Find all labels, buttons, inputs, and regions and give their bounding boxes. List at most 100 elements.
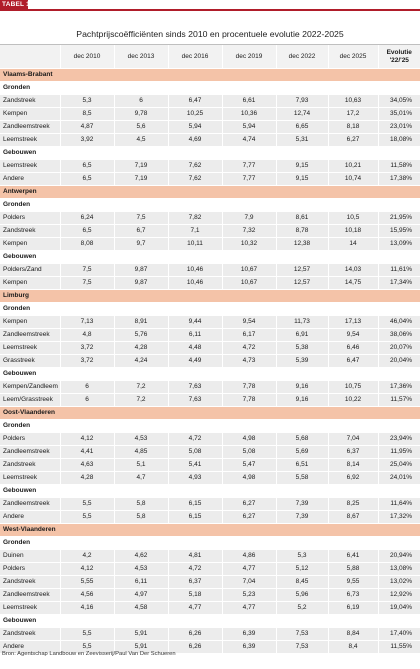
value-cell: 6,26 xyxy=(167,640,222,653)
header-cell-year: dec 2019 xyxy=(221,45,276,69)
evolution-cell: 13,09% xyxy=(377,237,420,251)
row-label: Duinen xyxy=(0,549,60,563)
value-cell: 10,46 xyxy=(167,276,222,290)
value-cell: 4,98 xyxy=(221,471,276,485)
group-name: Gebouwen xyxy=(0,367,420,381)
row-label: Grasstreek xyxy=(0,354,60,368)
value-cell: 5,96 xyxy=(275,588,328,602)
table-row: Kempen 8,08 9,7 10,11 10,32 12,38 14 13,09% xyxy=(0,237,420,251)
value-cell: 6,27 xyxy=(327,133,378,147)
value-cell: 9,54 xyxy=(221,315,276,329)
group-row: Gebouwen xyxy=(0,146,420,160)
table-row: Leemstreek 4,16 4,58 4,77 4,77 5,2 6,19 19,04% xyxy=(0,601,420,615)
value-cell: 5,3 xyxy=(59,94,114,108)
group-row: Gronden xyxy=(0,419,420,433)
table-row: Grasstreek 3,72 4,24 4,49 4,73 5,39 6,47 20,04% xyxy=(0,354,420,368)
value-cell: 5,76 xyxy=(113,328,168,342)
group-row: Gebouwen xyxy=(0,367,420,381)
value-cell: 7,39 xyxy=(275,497,328,511)
table-row: Kempen 8,5 9,78 10,25 10,36 12,74 17,2 35,01% xyxy=(0,107,420,121)
value-cell: 8,08 xyxy=(59,237,114,251)
value-cell: 6,15 xyxy=(167,510,222,524)
value-cell: 10,36 xyxy=(221,107,276,121)
value-cell: 5,3 xyxy=(275,549,328,563)
value-cell: 4,8 xyxy=(59,328,114,342)
value-cell: 7,78 xyxy=(221,380,276,394)
value-cell: 8,84 xyxy=(327,627,378,641)
value-cell: 5,31 xyxy=(275,133,328,147)
value-cell: 6,41 xyxy=(327,549,378,563)
row-label: Zandstreek xyxy=(0,94,60,108)
value-cell: 7,53 xyxy=(275,627,328,641)
value-cell: 14,75 xyxy=(327,276,378,290)
table-row: Leemstreek 4,28 4,7 4,93 4,98 5,58 6,92 24,01% xyxy=(0,471,420,485)
value-cell: 7,62 xyxy=(167,159,222,173)
evolution-cell: 17,40% xyxy=(377,627,420,641)
value-cell: 7,2 xyxy=(113,380,168,394)
value-cell: 5,94 xyxy=(221,120,276,134)
table-row: Polders 6,24 7,5 7,82 7,9 8,61 10,5 21,95% xyxy=(0,211,420,225)
value-cell: 4,72 xyxy=(167,432,222,446)
row-label: Kempen/Zandleem xyxy=(0,380,60,394)
row-label: Zandleemstreek xyxy=(0,445,60,459)
value-cell: 7,19 xyxy=(113,159,168,173)
table-row: Kempen 7,13 8,91 9,44 9,54 11,73 17,13 46,04% xyxy=(0,315,420,329)
row-label: Leemstreek xyxy=(0,471,60,485)
table-row: Zandleemstreek 4,56 4,97 5,18 5,23 5,96 6,73 12… xyxy=(0,588,420,602)
value-cell: 4,12 xyxy=(59,562,114,576)
region-name: Limburg xyxy=(0,289,420,303)
evolution-cell: 11,55% xyxy=(377,640,420,653)
row-label: Andere xyxy=(0,510,60,524)
evolution-cell: 34,05% xyxy=(377,94,420,108)
group-name: Gronden xyxy=(0,198,420,212)
value-cell: 5,38 xyxy=(275,341,328,355)
evolution-cell: 13,08% xyxy=(377,562,420,576)
row-label: Zandleemstreek xyxy=(0,328,60,342)
value-cell: 10,75 xyxy=(327,380,378,394)
value-cell: 4,2 xyxy=(59,549,114,563)
value-cell: 3,72 xyxy=(59,354,114,368)
value-cell: 5,1 xyxy=(113,458,168,472)
group-name: Gebouwen xyxy=(0,250,420,264)
table-header-row: dec 2010 dec 2013 dec 2016 dec 2019 dec 2022… xyxy=(0,45,420,69)
region-name: Antwerpen xyxy=(0,185,420,199)
value-cell: 6,5 xyxy=(59,172,114,186)
value-cell: 4,53 xyxy=(113,562,168,576)
header-cell-evolutie: Evolutie '22/'25 xyxy=(377,45,420,69)
value-cell: 4,48 xyxy=(167,341,222,355)
value-cell: 10,25 xyxy=(167,107,222,121)
value-cell: 10,74 xyxy=(327,172,378,186)
evolution-cell: 11,58% xyxy=(377,159,420,173)
value-cell: 5,5 xyxy=(59,627,114,641)
value-cell: 10,32 xyxy=(221,237,276,251)
value-cell: 7,04 xyxy=(327,432,378,446)
value-cell: 6,92 xyxy=(327,471,378,485)
value-cell: 4,93 xyxy=(167,471,222,485)
value-cell: 8,5 xyxy=(59,107,114,121)
region-name: Vlaams-Brabant xyxy=(0,68,420,82)
header-cell-year: dec 2022 xyxy=(275,45,328,69)
evolution-cell: 17,34% xyxy=(377,276,420,290)
header-cell-year: dec 2025 xyxy=(327,45,378,69)
value-cell: 4,87 xyxy=(59,120,114,134)
value-cell: 8,78 xyxy=(275,224,328,238)
value-cell: 5,68 xyxy=(275,432,328,446)
group-name: Gebouwen xyxy=(0,614,420,628)
value-cell: 7,13 xyxy=(59,315,114,329)
row-label: Zandleemstreek xyxy=(0,588,60,602)
value-cell: 10,22 xyxy=(327,393,378,407)
value-cell: 6,7 xyxy=(113,224,168,238)
value-cell: 4,49 xyxy=(167,354,222,368)
value-cell: 7,77 xyxy=(221,172,276,186)
region-row: Vlaams-Brabant xyxy=(0,68,420,82)
value-cell: 12,38 xyxy=(275,237,328,251)
value-cell: 3,92 xyxy=(59,133,114,147)
value-cell: 7,78 xyxy=(221,393,276,407)
value-cell: 4,77 xyxy=(221,601,276,615)
value-cell: 17,13 xyxy=(327,315,378,329)
value-cell: 4,72 xyxy=(221,341,276,355)
evolution-cell: 20,04% xyxy=(377,354,420,368)
value-cell: 4,72 xyxy=(167,562,222,576)
evolution-cell: 19,04% xyxy=(377,601,420,615)
row-label: Zandstreek xyxy=(0,458,60,472)
